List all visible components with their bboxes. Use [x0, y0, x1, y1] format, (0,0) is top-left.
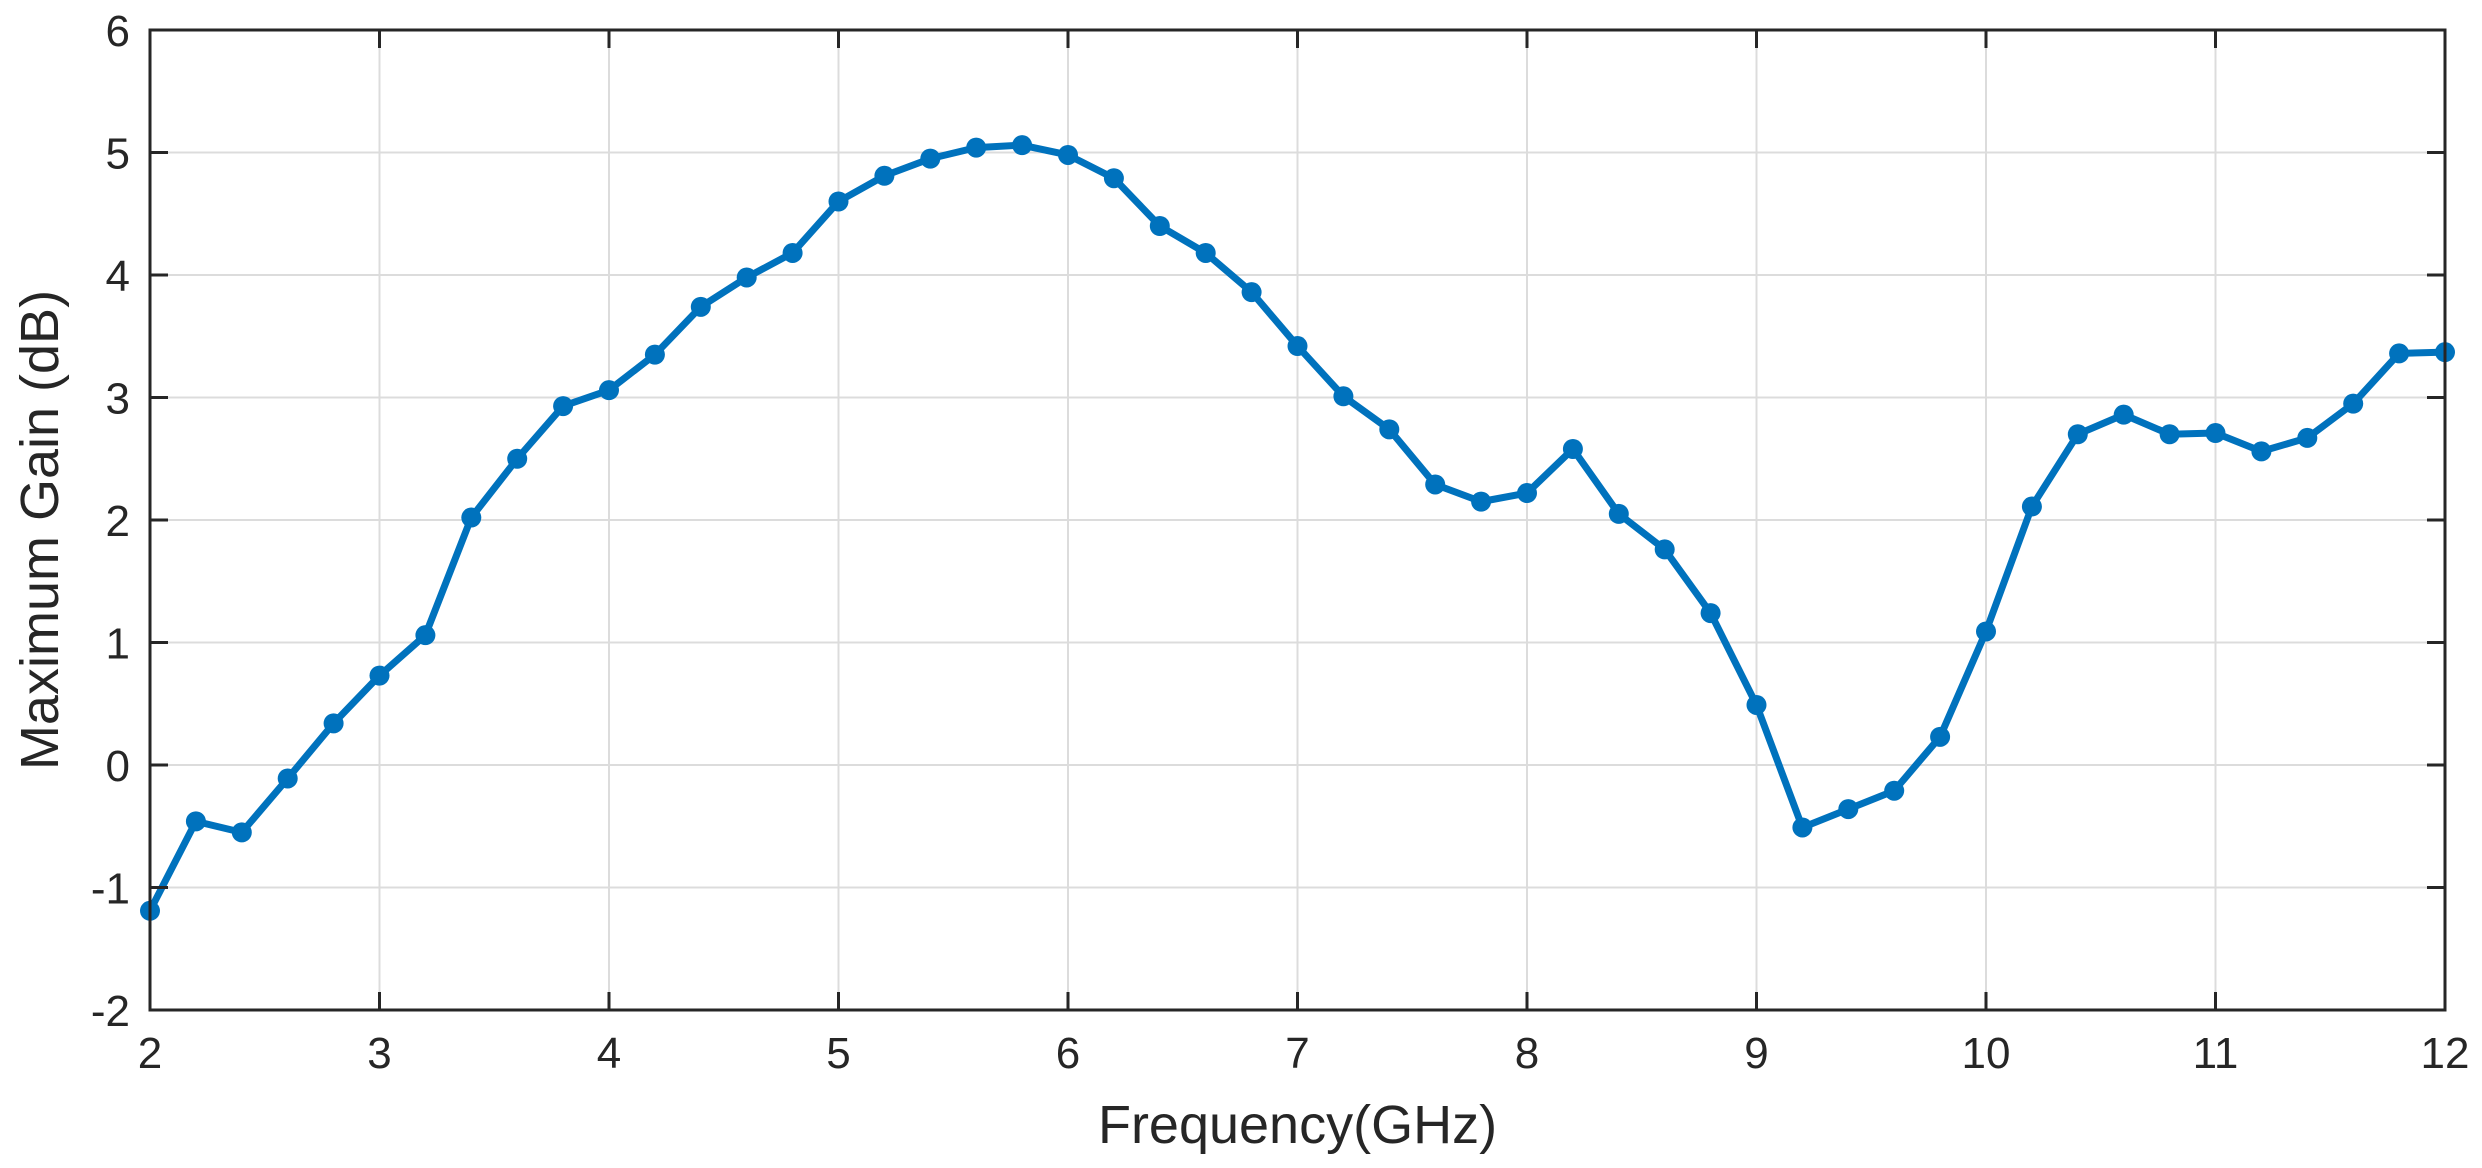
data-point	[1517, 483, 1537, 504]
y-axis-label: Maximum Gain (dB)	[10, 290, 70, 770]
x-tick-label: 5	[826, 1029, 850, 1078]
data-point	[2297, 427, 2318, 448]
data-point	[1746, 694, 1767, 715]
data-point	[644, 344, 665, 365]
x-tick-label: 4	[597, 1029, 621, 1078]
data-point	[1562, 438, 1583, 459]
data-point	[1792, 817, 1813, 838]
data-point	[2159, 424, 2180, 445]
data-point	[1608, 503, 1629, 524]
data-point	[1654, 539, 1675, 560]
y-tick-label: -2	[91, 987, 130, 1036]
x-tick-label: 9	[1744, 1029, 1768, 1078]
data-point	[185, 811, 206, 832]
y-tick-label: 3	[106, 375, 130, 424]
data-point	[1149, 216, 1170, 236]
data-point	[1425, 474, 1446, 495]
x-tick-label: 10	[1962, 1029, 2011, 1078]
x-tick-label: 3	[367, 1029, 391, 1078]
x-tick-label: 6	[1056, 1029, 1080, 1078]
data-point	[736, 267, 757, 288]
y-tick-label: 1	[106, 620, 130, 669]
data-point	[2067, 424, 2088, 445]
data-point	[461, 507, 482, 528]
data-point	[369, 665, 390, 686]
data-point	[920, 148, 941, 169]
y-tick-label: 4	[106, 252, 130, 301]
data-point	[782, 242, 803, 263]
data-point	[277, 768, 298, 789]
data-point	[323, 713, 344, 734]
data-point	[1103, 168, 1124, 189]
data-point	[1700, 603, 1721, 624]
data-point	[2251, 441, 2272, 462]
data-point	[1333, 386, 1354, 407]
data-point	[1884, 780, 1905, 801]
data-point	[1976, 621, 1996, 642]
x-tick-label: 2	[138, 1029, 162, 1078]
tick-marks	[148, 28, 2447, 1012]
x-axis-label: Frequency(GHz)	[1098, 1095, 1497, 1155]
data-point	[1195, 242, 1216, 263]
y-tick-label: 0	[106, 742, 130, 791]
x-tick-label: 12	[2421, 1029, 2470, 1078]
data-point	[507, 448, 528, 469]
y-tick-labels: -2 -1 0 1 2 3 4 5 6	[91, 7, 130, 1036]
x-tick-label: 11	[2193, 1029, 2239, 1078]
data-point	[2113, 404, 2134, 425]
data-point	[2205, 423, 2226, 444]
data-point	[2343, 393, 2364, 414]
data-point	[828, 191, 849, 212]
y-tick-label: -1	[91, 865, 130, 914]
data-point	[1471, 491, 1492, 512]
data-point	[1241, 282, 1262, 303]
data-point	[966, 137, 987, 158]
y-tick-label: 5	[106, 130, 130, 179]
data-point	[1012, 135, 1033, 156]
data-point	[1930, 726, 1951, 747]
data-point	[1287, 336, 1308, 357]
data-point	[415, 625, 436, 646]
data-point	[2389, 343, 2410, 364]
x-tick-label: 8	[1515, 1029, 1539, 1078]
y-tick-label: 6	[106, 7, 130, 56]
series-layer	[140, 135, 2455, 921]
data-point	[690, 296, 711, 317]
data-point	[553, 396, 574, 417]
data-point	[599, 380, 619, 401]
data-point	[874, 165, 895, 186]
data-point	[2021, 496, 2042, 517]
x-tick-label: 7	[1285, 1029, 1309, 1078]
x-tick-labels: 2 3 4 5 6 7 8 9 10 11 12	[138, 1029, 2470, 1078]
data-point	[1379, 419, 1400, 440]
data-point	[231, 822, 252, 843]
data-point	[1838, 799, 1859, 820]
y-tick-label: 2	[106, 497, 130, 546]
data-point	[1058, 144, 1078, 165]
